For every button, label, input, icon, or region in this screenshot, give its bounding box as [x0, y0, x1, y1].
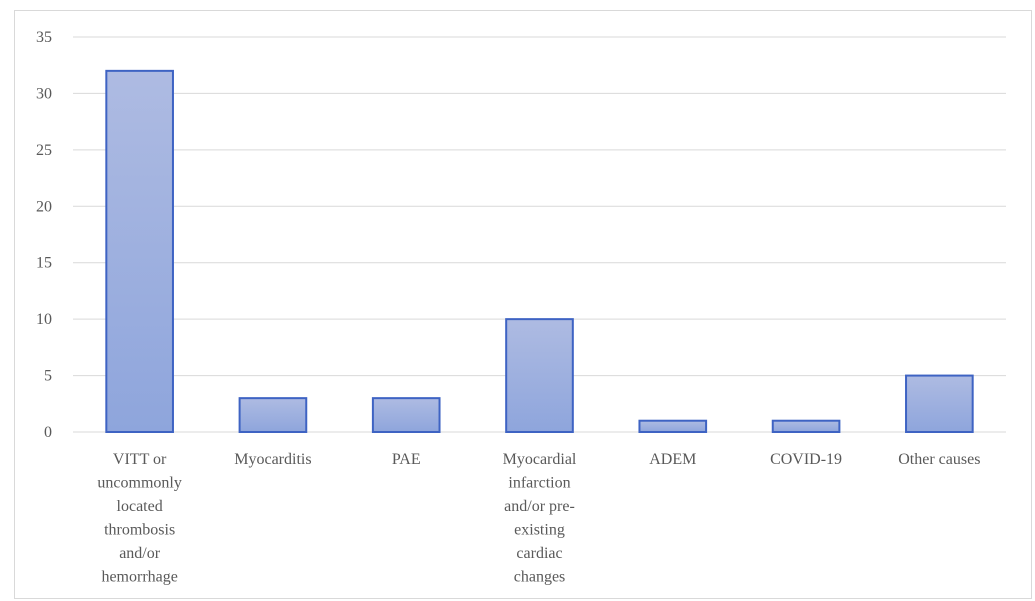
y-tick-label: 25: [36, 142, 52, 159]
bar-5: [771, 419, 841, 434]
gridlines: [73, 36, 1006, 433]
x-tick-label: PAE: [392, 451, 421, 468]
bar-1: [238, 397, 308, 433]
x-tick-label: COVID-19: [770, 451, 842, 468]
y-axis-ticks: 0 5 10 15 20 25 30 35: [36, 29, 52, 441]
y-tick-label: 0: [44, 424, 52, 441]
y-tick-label: 20: [36, 198, 52, 215]
x-tick-label: Other causes: [898, 451, 980, 468]
y-tick-label: 10: [36, 311, 52, 328]
y-tick-label: 5: [44, 368, 52, 385]
y-tick-label: 35: [36, 29, 52, 46]
bar-6: [905, 374, 974, 434]
bar-0: [105, 69, 174, 433]
y-tick-label: 30: [36, 85, 52, 102]
chart-frame: [14, 10, 1032, 599]
x-tick-label: Myocardial infarction and/or pre-existing c…: [503, 451, 577, 586]
x-tick-label: Myocarditis: [234, 451, 311, 468]
bar-4: [638, 419, 708, 434]
x-axis-labels: VITT or uncommonly located thrombosis and/or…: [97, 451, 980, 586]
bar-3: [505, 318, 574, 433]
y-tick-label: 15: [36, 255, 52, 272]
bars: [105, 69, 974, 434]
x-tick-label: ADEM: [649, 451, 696, 468]
x-tick-label: VITT or uncommonly located thrombosis and/or…: [97, 451, 181, 586]
bar-2: [371, 397, 441, 433]
